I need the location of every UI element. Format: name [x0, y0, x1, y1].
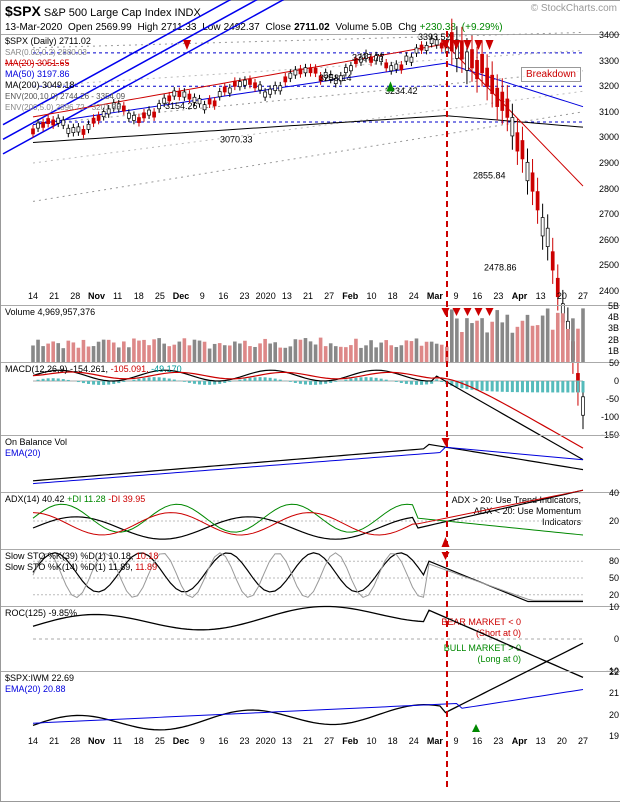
macd-legend: MACD(12,26,9) -154.261, -105.091, -49.17…	[5, 364, 182, 375]
stochastic-panel: Slow STO %K(39) %D(1) 10.18, 10.18Slow S…	[1, 549, 620, 606]
volume-legend: Volume 4,969,957,376	[5, 307, 95, 318]
svg-text:3337.77: 3337.77	[352, 53, 385, 63]
obv-legend: On Balance Vol EMA(20)	[5, 437, 67, 459]
price-legend: $SPX (Daily) 2711.02SAR(0.02,0.2) 2880.0…	[5, 36, 125, 113]
event-vline	[446, 31, 448, 787]
date: 13-Mar-2020	[5, 22, 62, 33]
ratio-panel: $SPX:IWM 22.69EMA(20) 20.88 22212019	[1, 671, 620, 736]
roc-panel: ROC(125) -9.85% BEAR MARKET < 0 (Short a…	[1, 606, 620, 671]
volume-panel: Volume 4,969,957,376 1B2B3B4B5B	[1, 305, 620, 362]
svg-text:3070.33: 3070.33	[220, 135, 253, 145]
stock-chart: $SPX S&P 500 Large Cap Index INDX © Stoc…	[0, 0, 620, 802]
chart-header: $SPX S&P 500 Large Cap Index INDX © Stoc…	[1, 1, 620, 21]
svg-text:3258.14: 3258.14	[319, 73, 352, 83]
symbol: $SPX	[5, 3, 41, 19]
ratio-legend: $SPX:IWM 22.69EMA(20) 20.88	[5, 673, 74, 695]
obv-panel: On Balance Vol EMA(20)	[1, 435, 620, 492]
svg-text:3154.26: 3154.26	[165, 101, 198, 111]
svg-text:2855.84: 2855.84	[473, 170, 506, 180]
symbol-description: S&P 500 Large Cap Index INDX	[44, 7, 201, 19]
adx-panel: ADX(14) 40.42 +DI 11.28 -DI 39.95 ADX > …	[1, 492, 620, 549]
x-axis-bottom: 142128Nov111825Dec916232020132127Feb1018…	[1, 736, 620, 750]
watermark: © StockCharts.com	[531, 3, 617, 14]
svg-text:2478.86: 2478.86	[484, 263, 517, 273]
roc-legend: ROC(125) -9.85%	[5, 608, 77, 619]
x-axis: 142128Nov111825Dec916232020132127Feb1018…	[1, 291, 620, 305]
macd-panel: MACD(12,26,9) -154.261, -105.091, -49.17…	[1, 362, 620, 435]
up-arrow-icon	[472, 724, 480, 732]
price-panel: $SPX (Daily) 2711.02SAR(0.02,0.2) 2880.0…	[1, 34, 620, 291]
sto-legend: Slow STO %K(39) %D(1) 10.18, 10.18Slow S…	[5, 551, 158, 573]
breakdown-label: Breakdown	[521, 67, 581, 82]
ohlc-bar: 13-Mar-2020 Open2569.99 High2711.33 Low2…	[1, 21, 620, 34]
adx-legend: ADX(14) 40.42 +DI 11.28 -DI 39.95	[5, 494, 145, 505]
